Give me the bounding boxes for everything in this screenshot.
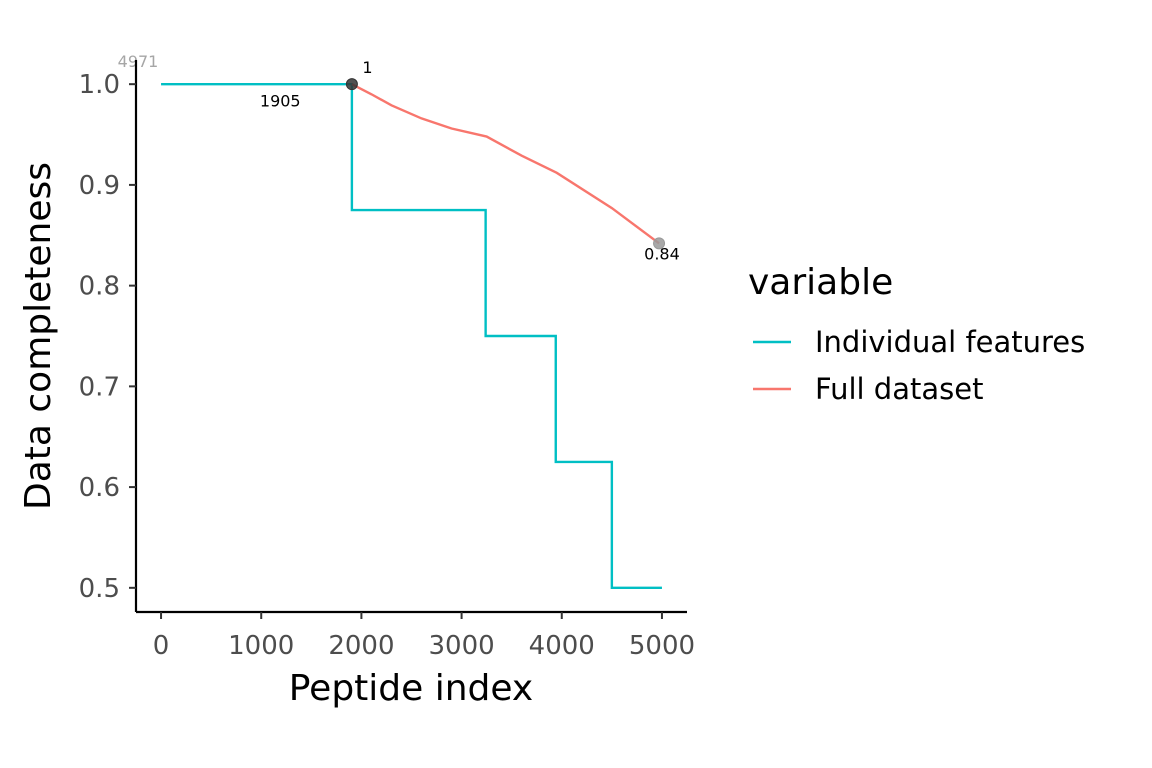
plot-annotations: 4971 1 1905 0.84 xyxy=(118,52,680,263)
y-axis-ticks: 0.5 0.6 0.7 0.8 0.9 1.0 xyxy=(79,70,136,604)
x-tick-label: 5000 xyxy=(629,631,695,661)
x-axis-ticks: 0 1000 2000 3000 4000 5000 xyxy=(153,612,695,661)
annotation-label: 1905 xyxy=(260,91,301,110)
x-tick-label: 3000 xyxy=(429,631,495,661)
x-axis-title: Peptide index xyxy=(289,668,533,709)
y-tick-label: 0.7 xyxy=(79,372,120,402)
y-tick-label: 0.6 xyxy=(79,473,120,503)
legend-item: Full dataset xyxy=(753,372,983,406)
y-tick-label: 0.8 xyxy=(79,272,120,302)
legend-label: Full dataset xyxy=(815,372,983,406)
point-marker xyxy=(653,237,666,250)
plot-lines xyxy=(161,82,662,590)
y-tick-label: 1.0 xyxy=(79,70,120,100)
legend-item: Individual features xyxy=(753,325,1085,359)
legend-items: Individual features Full dataset xyxy=(753,325,1085,406)
annotation-label: 1 xyxy=(362,58,372,77)
x-tick-label: 2000 xyxy=(328,631,394,661)
plot-markers xyxy=(345,78,666,250)
y-tick-label: 0.5 xyxy=(79,574,120,604)
legend-label: Individual features xyxy=(815,325,1085,359)
y-axis-title: Data completeness xyxy=(18,162,59,510)
series-line-individual-features xyxy=(161,82,662,590)
x-tick-label: 4000 xyxy=(529,631,595,661)
legend: variable Individual features Full dataset xyxy=(748,262,1085,406)
x-tick-label: 1000 xyxy=(228,631,294,661)
point-marker xyxy=(345,78,358,91)
annotation-label: 4971 xyxy=(118,52,159,71)
y-tick-label: 0.9 xyxy=(79,171,120,201)
annotation-label: 0.84 xyxy=(644,244,680,263)
legend-title: variable xyxy=(748,262,893,303)
x-tick-label: 0 xyxy=(153,631,170,661)
series-line-full-dataset xyxy=(351,83,660,245)
